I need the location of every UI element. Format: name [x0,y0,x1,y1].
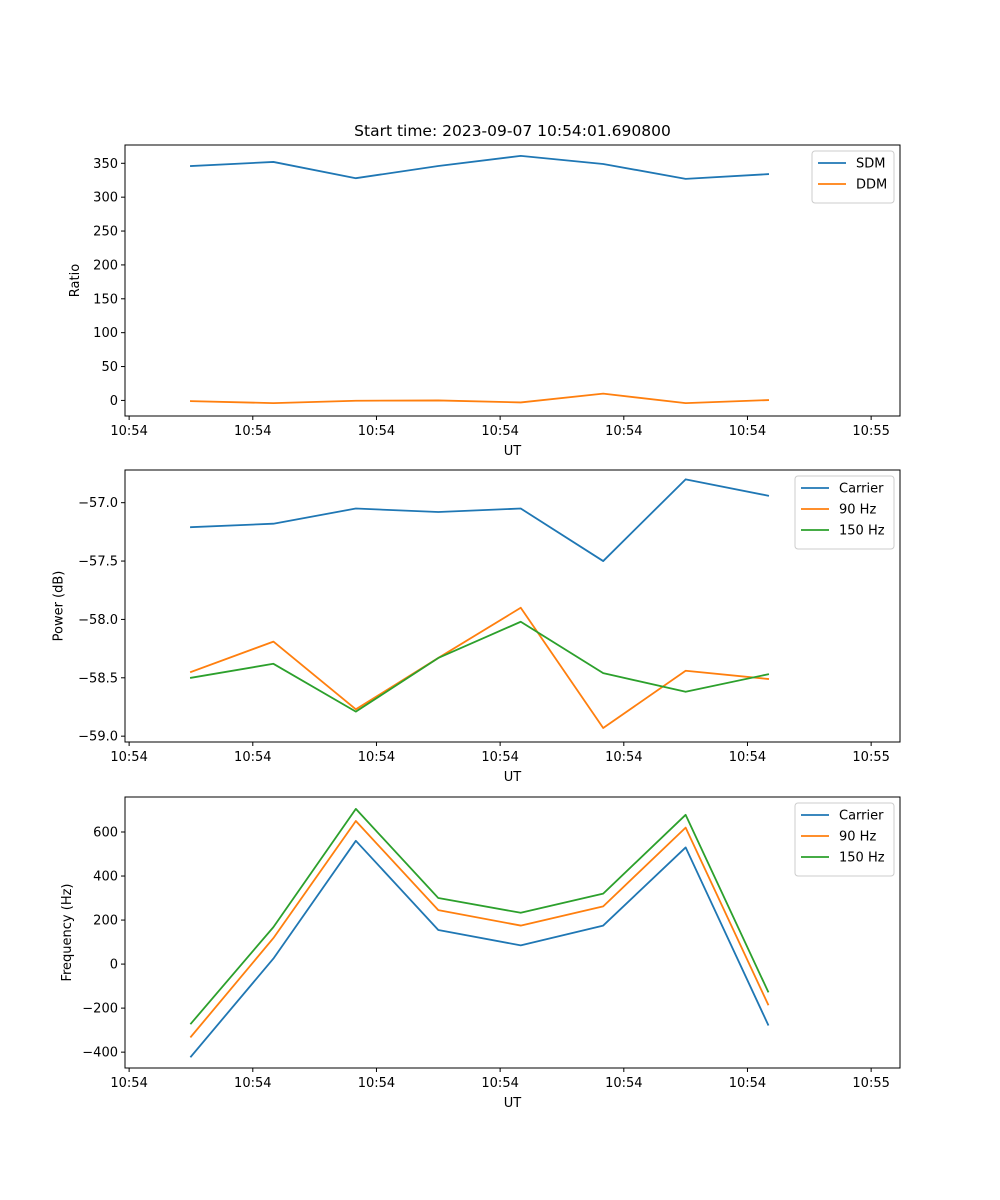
y-tick-label: −400 [82,1046,118,1061]
x-axis-label: UT [504,1096,522,1111]
axes-frame [124,796,901,1069]
x-tick-label: 10:54 [605,424,642,439]
series-line-150-hz [189,620,770,713]
y-tick-label: −58.0 [78,613,118,628]
x-tick-label: 10:54 [481,1076,518,1091]
y-tick-label: 50 [101,360,118,375]
x-tick-label: 10:54 [110,424,147,439]
legend-label: DDM [856,178,887,193]
x-tick-label: 10:54 [729,750,766,765]
x-tick-label: 10:54 [110,1076,147,1091]
series-line-sdm [190,154,770,180]
y-tick-label: −57.5 [78,555,118,570]
x-tick-label: 10:55 [852,750,889,765]
x-tick-label: 10:54 [605,1076,642,1091]
y-axis-label: Ratio [68,264,83,297]
series-line-90-hz [189,820,770,1039]
axes-frame [124,144,901,417]
power-subplot: 10:54 10:54 10:54 10:54 10:54 10:54 10:55 −59.0… [52,469,901,785]
y-tick-label: 300 [93,191,118,206]
x-tick-label: 10:54 [605,750,642,765]
legend: Carrier 90 Hz 150 Hz [794,475,895,550]
series-line-carrier [189,839,770,1058]
x-tick-label: 10:54 [234,424,271,439]
legend-label: 90 Hz [839,503,876,518]
legend-label: Carrier [839,482,884,497]
x-tick-label: 10:54 [234,1076,271,1091]
y-tick-label: 350 [93,157,118,172]
x-tick-label: 10:54 [358,750,395,765]
figure-title: Start time: 2023-09-07 10:54:01.690800 [354,122,671,140]
y-tick-label: −59.0 [78,730,118,745]
legend-box [811,150,895,204]
series-line-carrier [190,478,770,562]
x-tick-label: 10:54 [481,750,518,765]
x-tick-label: 10:54 [481,424,518,439]
y-axis-label: Power (dB) [52,571,67,642]
y-tick-label: −57.0 [78,496,118,511]
x-tick-label: 10:54 [110,750,147,765]
y-tick-label: 600 [93,826,118,841]
y-tick-label: 100 [93,326,118,341]
y-tick-label: 400 [93,870,118,885]
x-axis-label: UT [504,444,522,459]
x-tick-label: 10:55 [852,1076,889,1091]
x-tick-label: 10:54 [234,750,271,765]
series-line-150-hz [189,807,770,1025]
x-tick-label: 10:54 [729,1076,766,1091]
y-tick-label: 250 [93,225,118,240]
x-tick-label: 10:54 [358,424,395,439]
y-tick-label: −200 [82,1002,118,1017]
y-tick-label: −58.5 [78,671,118,686]
y-axis-label: Frequency (Hz) [60,883,75,981]
legend-label: Carrier [839,809,884,824]
axes-frame [124,469,901,743]
legend: Carrier 90 Hz 150 Hz [794,802,895,877]
y-tick-label: 200 [93,258,118,273]
series-line-ddm [190,392,770,405]
y-tick-label: 150 [93,292,118,307]
series-line-90-hz [189,606,770,729]
y-tick-label: 200 [93,914,118,929]
y-tick-label: 0 [110,958,118,973]
legend-label: SDM [856,157,885,172]
x-axis-label: UT [504,770,522,785]
legend-label: 150 Hz [839,524,885,539]
legend-label: 150 Hz [839,851,885,866]
ratio-subplot: 10:54 10:54 10:54 10:54 10:54 10:54 10:55 0 50 10… [68,144,901,459]
x-tick-label: 10:54 [729,424,766,439]
legend-label: 90 Hz [839,830,876,845]
x-tick-label: 10:55 [852,424,889,439]
legend: SDM DDM [811,150,895,204]
x-tick-label: 10:54 [358,1076,395,1091]
y-tick-label: 0 [110,394,118,409]
frequency-subplot: 10:54 10:54 10:54 10:54 10:54 10:54 10:55 −400 −… [60,796,901,1111]
